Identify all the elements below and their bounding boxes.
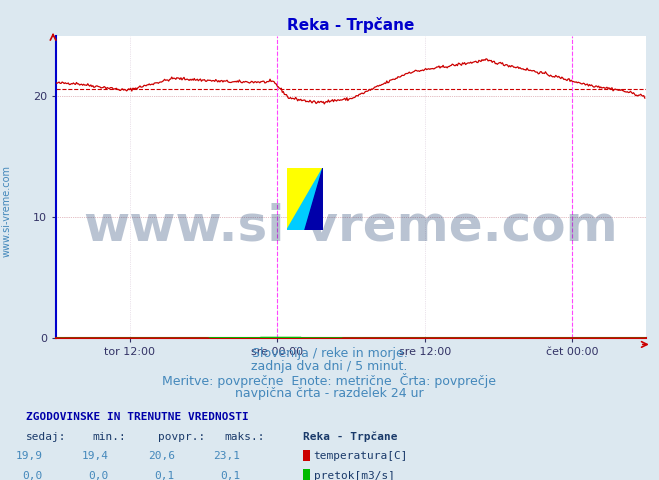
Text: pretok[m3/s]: pretok[m3/s]	[314, 470, 395, 480]
Text: Reka - Trpčane: Reka - Trpčane	[303, 432, 397, 442]
Text: ZGODOVINSKE IN TRENUTNE VREDNOSTI: ZGODOVINSKE IN TRENUTNE VREDNOSTI	[26, 412, 249, 422]
Text: 0,1: 0,1	[154, 470, 175, 480]
Text: 23,1: 23,1	[214, 451, 241, 461]
Text: Slovenija / reke in morje.: Slovenija / reke in morje.	[252, 347, 407, 360]
Polygon shape	[287, 168, 323, 230]
Text: min.:: min.:	[92, 432, 126, 442]
Text: sedaj:: sedaj:	[26, 432, 67, 442]
Title: Reka - Trpčane: Reka - Trpčane	[287, 17, 415, 34]
Text: navpična črta - razdelek 24 ur: navpična črta - razdelek 24 ur	[235, 387, 424, 400]
Text: 19,4: 19,4	[82, 451, 109, 461]
Text: www.si-vreme.com: www.si-vreme.com	[1, 165, 12, 257]
Polygon shape	[287, 168, 323, 230]
Text: maks.:: maks.:	[224, 432, 264, 442]
Text: 19,9: 19,9	[16, 451, 43, 461]
Text: 0,0: 0,0	[22, 470, 43, 480]
Text: 0,1: 0,1	[220, 470, 241, 480]
Text: Meritve: povprečne  Enote: metrične  Črta: povprečje: Meritve: povprečne Enote: metrične Črta:…	[163, 373, 496, 388]
Polygon shape	[304, 168, 323, 230]
Text: 20,6: 20,6	[148, 451, 175, 461]
Text: temperatura[C]: temperatura[C]	[314, 451, 408, 461]
Text: povpr.:: povpr.:	[158, 432, 206, 442]
Text: zadnja dva dni / 5 minut.: zadnja dva dni / 5 minut.	[251, 360, 408, 373]
Text: www.si-vreme.com: www.si-vreme.com	[84, 203, 618, 251]
Text: 0,0: 0,0	[88, 470, 109, 480]
